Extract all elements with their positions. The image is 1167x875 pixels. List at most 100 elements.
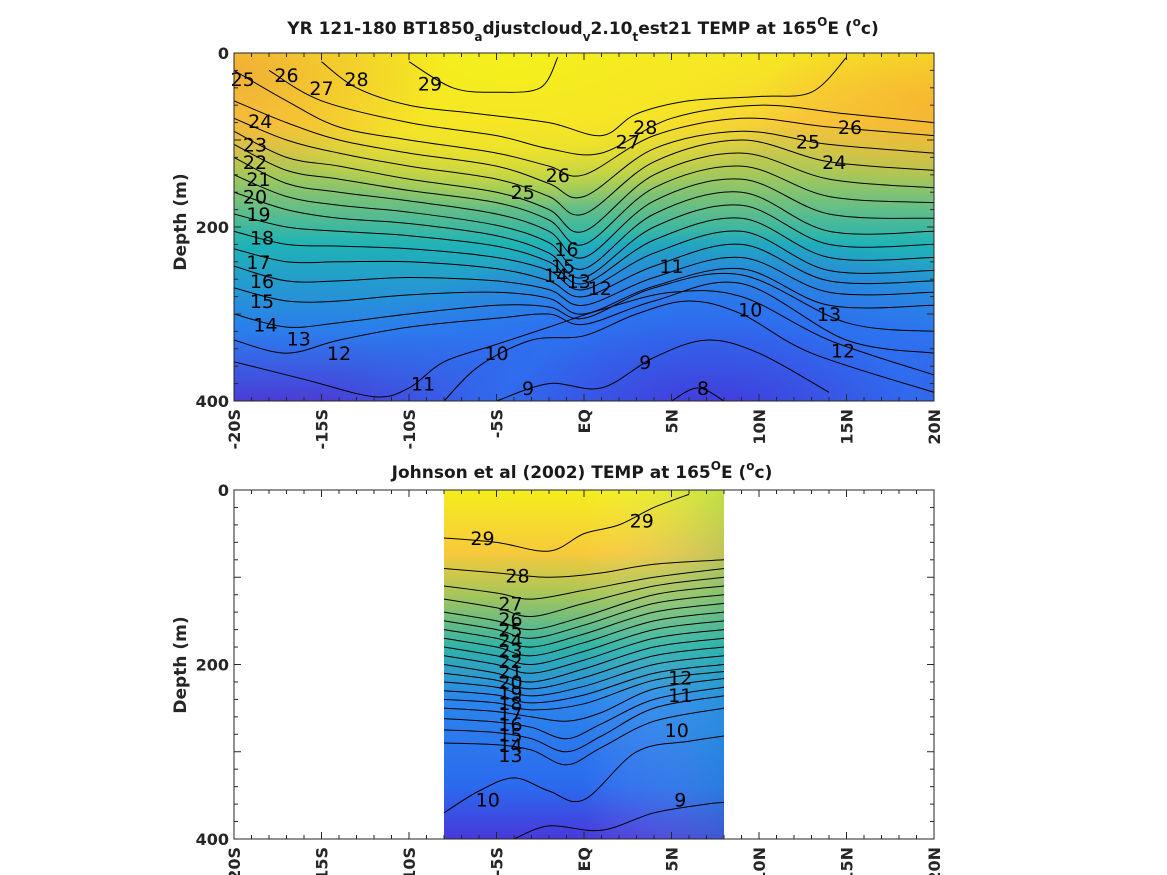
contour-label: 15 [250, 291, 274, 313]
x-tick-label: EQ [575, 847, 594, 872]
contour-label: 12 [327, 343, 351, 365]
contour-line-25 [443, 585, 725, 631]
contour-label: 8 [697, 378, 709, 400]
x-tick-label: EQ [575, 409, 594, 434]
top-heatmap-field [234, 53, 934, 401]
contour-label: 25 [796, 132, 820, 154]
contour-label: 18 [498, 693, 522, 715]
top-ticks [233, 52, 935, 402]
contour-line-20 [234, 174, 934, 270]
bottom-ticks [233, 489, 935, 840]
contour-label: 9 [522, 378, 534, 400]
contour-line-15 [443, 671, 725, 711]
top-contour-lines [234, 57, 934, 401]
bottom-heatmap-field [443, 490, 725, 839]
contour-label: 17 [246, 252, 270, 274]
contour-label: 13 [817, 304, 841, 326]
contour-label: 27 [616, 132, 640, 154]
contour-label: 10 [665, 720, 689, 742]
contour-line-19 [443, 637, 725, 683]
contour-line-9 [496, 339, 830, 401]
contour-label: 24 [498, 630, 522, 652]
contour-label: 28 [344, 69, 368, 91]
contour-label: 14 [253, 314, 277, 336]
contour-label: 28 [505, 566, 529, 588]
contour-label: 19 [246, 204, 270, 226]
contour-line-13 [234, 272, 934, 332]
contour-label: 12 [588, 278, 612, 300]
bottom-contour-lines [443, 493, 725, 839]
contour-label: 18 [250, 227, 274, 249]
contour-label: 15 [498, 724, 522, 746]
contour-line-15 [234, 256, 934, 306]
x-tick-label: -5S [488, 409, 507, 438]
contour-label: 11 [659, 256, 683, 278]
contour-line-11 [443, 707, 725, 766]
contour-line-19 [234, 191, 934, 279]
contour-line-12 [234, 281, 934, 354]
contour-label: 10 [738, 300, 762, 322]
x-tick-label: -20S [225, 409, 244, 449]
contour-line-24 [234, 117, 934, 216]
contour-line-18 [443, 646, 725, 690]
contour-label: 10 [476, 790, 500, 812]
contour-label: 26 [498, 609, 522, 631]
contour-line-26 [234, 69, 934, 177]
x-tick-label: 5N [663, 847, 682, 872]
contour-line-27 [268, 69, 934, 156]
contour-label: 23 [498, 641, 522, 663]
data-coverage-shade [444, 490, 724, 839]
contour-line-13 [443, 686, 725, 740]
contour-label: 10 [484, 343, 508, 365]
contour-label: 25 [511, 182, 535, 204]
contour-line-24 [443, 594, 725, 639]
top-x-tick-labels: -20S -15S -10S -5S EQ 5N 10N 15N 20N [225, 409, 944, 449]
top-y-tick-labels: 0 200 400 [196, 44, 229, 411]
contour-label: 25 [231, 69, 255, 91]
top-panel: YR 121-180 BT1850adjustcloudv2.10test21 … [171, 15, 944, 449]
x-tick-label: 20N [925, 409, 944, 445]
bottom-y-tick-labels: 0 200 400 [196, 481, 229, 849]
contour-label: 26 [546, 165, 570, 187]
top-panel-title: YR 121-180 BT1850adjustcloudv2.10test21 … [286, 15, 878, 44]
contour-line-23 [234, 130, 934, 233]
contour-label: 9 [639, 352, 651, 374]
contour-label: 25 [498, 620, 522, 642]
contour-line-17 [234, 230, 934, 291]
contour-label: 27 [498, 593, 522, 615]
contour-label: 21 [246, 169, 270, 191]
contour-label: 26 [274, 65, 298, 87]
contour-label: 12 [831, 341, 855, 363]
y-tick-label: 400 [196, 392, 229, 411]
contour-label: 29 [630, 511, 654, 533]
contour-line-10 [443, 735, 725, 814]
contour-label: 14 [544, 265, 568, 287]
contour-line-16 [443, 664, 725, 704]
contour-label: 26 [838, 117, 862, 139]
contour-label: 21 [498, 661, 522, 683]
contour-line-14 [443, 678, 725, 722]
contour-label: 11 [668, 685, 692, 707]
contour-label: 15 [551, 256, 575, 278]
contour-label: 22 [243, 152, 267, 174]
contour-line-28 [321, 57, 847, 137]
contour-label: 14 [498, 735, 522, 757]
contour-line-16 [234, 243, 934, 298]
x-tick-label: -15S [313, 847, 332, 875]
contour-label: 22 [498, 651, 522, 673]
x-tick-label: 15N [838, 847, 857, 875]
bottom-data-region [444, 490, 724, 839]
contour-label: 23 [243, 134, 267, 156]
contour-line-12 [443, 695, 725, 753]
x-tick-label: -10S [400, 847, 419, 875]
contour-line-14 [234, 267, 934, 315]
y-tick-label: 400 [196, 830, 229, 849]
x-tick-label: 20N [925, 847, 944, 875]
contour-line-22 [443, 611, 725, 657]
bottom-y-axis-label: Depth (m) [171, 616, 191, 713]
contour-line-20 [443, 629, 725, 674]
contour-label: 13 [287, 328, 311, 350]
x-tick-label: -15S [313, 409, 332, 449]
